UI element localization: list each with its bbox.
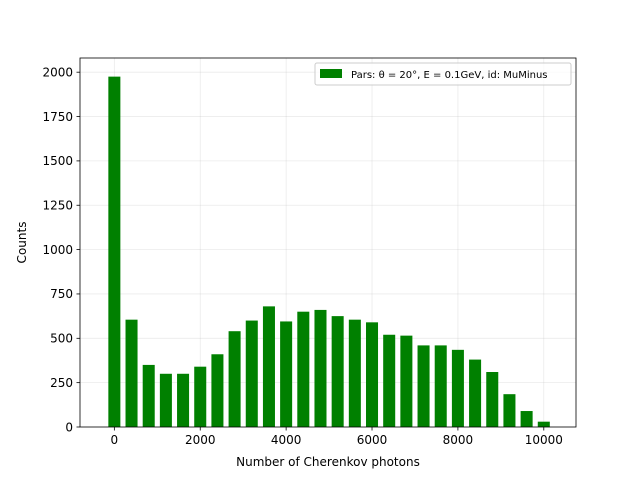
x-ticks: 0 2000 4000 6000 8000 10000 <box>111 427 563 447</box>
legend-box <box>314 62 572 86</box>
bar <box>520 411 533 427</box>
x-tick-label: 2000 <box>185 433 216 447</box>
bar <box>469 359 482 427</box>
bars <box>108 76 550 427</box>
x-tick-label: 0 <box>111 433 119 447</box>
x-tick-label: 6000 <box>357 433 388 447</box>
bar <box>451 349 464 427</box>
bar <box>348 319 361 427</box>
x-tick-label: 8000 <box>443 433 474 447</box>
x-tick-label: 4000 <box>271 433 302 447</box>
y-tick-label: 1250 <box>42 199 73 213</box>
bar <box>503 394 516 427</box>
legend: Pars: θ = 20°, E = 0.1GeV, id: MuMinus <box>314 62 572 86</box>
plot-frame <box>79 57 577 428</box>
y-tick-label: 750 <box>50 287 73 301</box>
y-ticks: 0 250 500 750 1000 1250 1500 1750 2000 <box>42 65 80 434</box>
y-tick-label: 2000 <box>42 65 73 79</box>
bar <box>142 364 155 427</box>
bar <box>245 320 258 427</box>
bar <box>159 373 172 427</box>
bar <box>537 421 550 427</box>
y-axis-label: Counts <box>15 222 29 264</box>
bar <box>383 334 396 427</box>
y-tick-label: 1500 <box>42 154 73 168</box>
x-axis-label: Number of Cherenkov photons <box>236 455 420 469</box>
y-tick-label: 500 <box>50 332 73 346</box>
grid-lines <box>80 58 576 428</box>
bar <box>125 319 138 427</box>
bar <box>280 321 293 427</box>
bar <box>194 366 207 427</box>
bar <box>262 306 275 427</box>
legend-label: Pars: θ = 20°, E = 0.1GeV, id: MuMinus <box>351 70 548 81</box>
bar <box>434 345 447 427</box>
y-tick-label: 1000 <box>42 243 73 257</box>
bar <box>486 372 499 427</box>
y-tick-label: 250 <box>50 376 73 390</box>
y-tick-label: 0 <box>65 420 73 434</box>
bar <box>331 316 344 427</box>
x-tick-label: 10000 <box>525 433 563 447</box>
bar <box>366 322 379 427</box>
bar <box>417 345 430 427</box>
bar <box>211 354 224 427</box>
bar <box>108 76 121 427</box>
bar <box>314 309 327 427</box>
bar <box>228 331 241 427</box>
legend-swatch <box>320 69 342 78</box>
y-tick-label: 1750 <box>42 110 73 124</box>
bar <box>177 373 190 427</box>
bar <box>297 311 310 427</box>
bar <box>400 335 413 427</box>
